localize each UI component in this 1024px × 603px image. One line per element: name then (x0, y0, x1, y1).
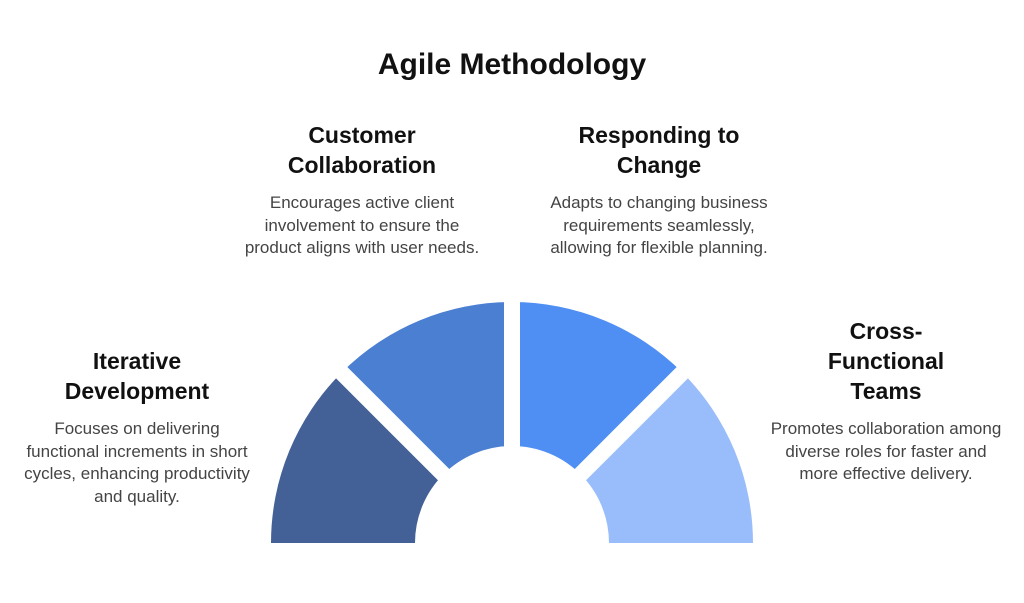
cross-functional-block: Cross-Functional Teams Promotes collabor… (770, 316, 1002, 486)
iterative-heading: Iterative Development (64, 348, 210, 404)
cross-functional-description: Promotes collaboration among diverse rol… (770, 419, 1002, 483)
change-block: Responding to Change Adapts to changing … (536, 120, 782, 260)
change-heading: Responding to Change (578, 122, 740, 178)
segment-change (512, 302, 683, 475)
collaboration-description: Encourages active client involvement to … (244, 193, 480, 257)
segment-divider (572, 364, 691, 483)
iterative-block: Iterative Development Focuses on deliver… (22, 346, 252, 508)
diagram-title: Agile Methodology (377, 48, 647, 81)
collaboration-heading: Customer Collaboration (287, 122, 437, 178)
segment-iterative (271, 372, 444, 543)
collaboration-block: Customer Collaboration Encourages active… (240, 120, 484, 260)
cross-functional-heading: Cross-Functional Teams (827, 318, 945, 404)
iterative-description: Focuses on delivering functional increme… (24, 419, 250, 506)
segment-cross (580, 372, 753, 543)
segment-collaboration (341, 302, 512, 475)
change-description: Adapts to changing business requirements… (550, 193, 768, 257)
segment-divider (333, 364, 452, 483)
